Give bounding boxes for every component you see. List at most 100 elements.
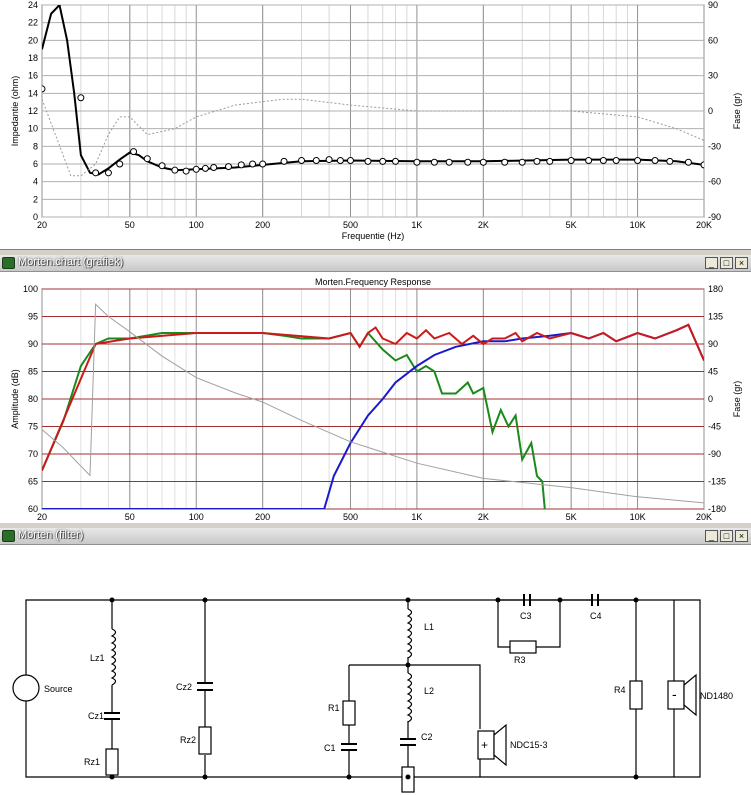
x-tick-label: 100	[189, 220, 204, 230]
data-point-measured	[312, 156, 320, 164]
y2-tick-label: -135	[708, 477, 726, 487]
data-point-measured	[684, 158, 692, 166]
data-point-measured	[445, 158, 453, 166]
window-titlebar[interactable]: Morten.chart (grafiek) _ □ ×	[0, 255, 751, 272]
label-c2: C2	[421, 732, 433, 742]
x-tick-label: 50	[125, 220, 135, 230]
x-tick-label: 2K	[478, 220, 489, 230]
y-tick-label: 80	[28, 394, 38, 404]
data-point-measured	[651, 156, 659, 164]
maximize-button[interactable]: □	[720, 257, 733, 269]
y-tick-label: 20	[28, 35, 38, 45]
filter-schematic-window: Morten (filter) _ □ ×	[0, 528, 751, 795]
minimize-button[interactable]: _	[705, 257, 718, 269]
label-cz1: Cz1	[88, 711, 104, 721]
x-tick-label: 2K	[478, 512, 489, 522]
y-tick-label: 12	[28, 106, 38, 116]
data-point-measured	[546, 157, 554, 165]
y2-tick-label: -90	[708, 449, 721, 459]
y-tick-label: 90	[28, 339, 38, 349]
close-button[interactable]: ×	[735, 257, 748, 269]
x-tick-label: 1K	[411, 512, 422, 522]
impedance-chart: 20 50 100 200 500 1K 2K 5K 10K 20K024681012141618…	[10, 0, 742, 241]
maximize-button[interactable]: □	[720, 530, 733, 542]
data-point-measured	[567, 156, 575, 164]
data-point-measured	[224, 163, 232, 171]
impedance-chart-panel: 20 50 100 200 500 1K 2K 5K 10K 20K 0 2 4 6 8 10 12 14 16 18…	[0, 0, 751, 250]
data-point-measured	[280, 157, 288, 165]
window-titlebar[interactable]: Morten (filter) _ □ ×	[0, 528, 751, 545]
data-point-measured	[116, 160, 124, 168]
y2-axis-label: Fase (gr)	[732, 93, 742, 130]
data-point-measured	[249, 160, 257, 168]
capacitor-c4	[591, 594, 599, 606]
y2-tick-label: 0	[708, 106, 713, 116]
x-tick-label: 20	[37, 220, 47, 230]
data-point-measured	[130, 148, 138, 156]
x-tick-label: 10K	[630, 512, 646, 522]
close-button[interactable]: ×	[735, 530, 748, 542]
data-point-measured	[92, 169, 100, 177]
data-point-measured	[336, 156, 344, 164]
window-title: Morten (filter)	[18, 529, 84, 541]
label-l2: L2	[424, 686, 434, 696]
data-point-measured	[77, 94, 85, 102]
data-point-measured	[634, 156, 642, 164]
label-r3: R3	[514, 655, 526, 665]
y-tick-label: 24	[28, 0, 38, 10]
y2-tick-label: 90	[708, 0, 718, 10]
y-tick-label: 65	[28, 477, 38, 487]
minimize-button[interactable]: _	[705, 530, 718, 542]
y-tick-label: 70	[28, 449, 38, 459]
y2-tick-label: 30	[708, 71, 718, 81]
wire-rails	[25, 599, 701, 778]
data-point-measured	[392, 157, 400, 165]
data-point-measured	[158, 162, 166, 170]
data-point-measured	[104, 169, 112, 177]
junction-dots	[109, 597, 639, 780]
crossover-schematic: Source Lz1 Cz1 Rz1 Cz2 Rz2 L1 L2 R1 C1 C…	[12, 594, 733, 793]
data-point-measured	[182, 167, 190, 175]
x-tick-label: 1K	[411, 220, 422, 230]
x-tick-label: 100	[189, 512, 204, 522]
y2-tick-label: 45	[708, 367, 718, 377]
app-icon	[2, 530, 15, 542]
window-title: Morten.chart (grafiek)	[18, 256, 124, 268]
frequency-response-chart: 20 50 100 200 500 1K 2K 5K 10K 20K 60 65 70 75 80 85 90 9…	[10, 277, 742, 522]
data-point-measured	[42, 85, 46, 93]
capacitor-c3	[523, 594, 531, 606]
y-tick-label: 2	[33, 194, 38, 204]
data-point-measured	[237, 161, 245, 169]
capacitor-c1	[341, 743, 357, 751]
data-point-measured	[612, 156, 620, 164]
y2-tick-label: 135	[708, 312, 723, 322]
data-point-measured	[501, 158, 509, 166]
y-tick-label: 16	[28, 71, 38, 81]
label-r4: R4	[614, 685, 626, 695]
y2-tick-label: 180	[708, 284, 723, 294]
y-tick-label: 95	[28, 312, 38, 322]
y2-tick-label: -45	[708, 422, 721, 432]
data-point-measured	[585, 156, 593, 164]
label-tweeter: ND1480	[700, 691, 733, 701]
series-line-woofer	[42, 331, 546, 509]
frequency-chart-window: Morten.chart (grafiek) _ □ × 20 50 100 200 5…	[0, 255, 751, 523]
app-icon	[2, 257, 15, 269]
y-tick-label: 4	[33, 177, 38, 187]
y2-tick-label: -30	[708, 141, 721, 151]
woofer-speaker-cone	[493, 723, 507, 767]
y2-tick-label: -180	[708, 504, 726, 514]
data-point-measured	[210, 164, 218, 172]
x-tick-label: 50	[125, 512, 135, 522]
series-line-phase	[42, 98, 704, 177]
capacitor-c2	[400, 738, 416, 746]
y-tick-label: 14	[28, 88, 38, 98]
wire-tweeter-series	[497, 599, 636, 648]
y2-tick-label: -90	[708, 212, 721, 222]
capacitor-cz2	[197, 682, 213, 691]
source-symbol	[12, 674, 40, 702]
data-point-measured	[325, 156, 333, 164]
label-woofer: NDC15-3	[510, 740, 548, 750]
y-axis-label: Impedantie (ohm)	[10, 76, 20, 147]
y-tick-label: 18	[28, 53, 38, 63]
